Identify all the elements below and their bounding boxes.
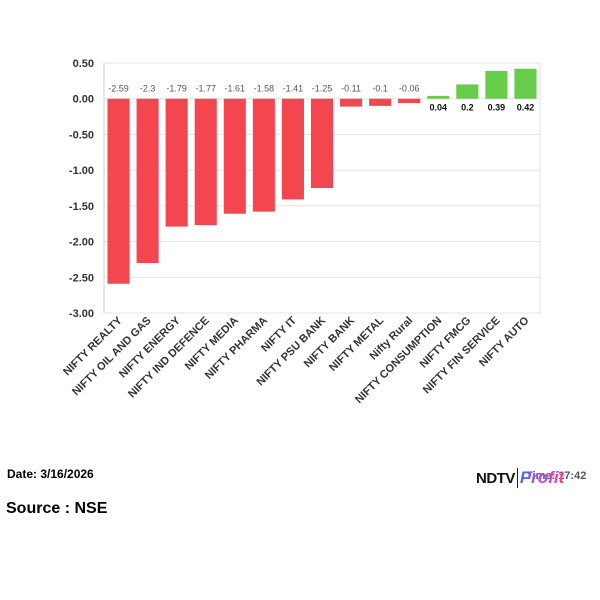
y-tick-label: 0.00 xyxy=(73,94,94,106)
bars xyxy=(107,68,537,284)
data-label: -1.41 xyxy=(283,84,304,94)
data-label: 0.2 xyxy=(461,103,474,113)
date-label: Date: 3/16/2026 xyxy=(7,467,94,481)
data-label: -1.77 xyxy=(195,84,216,94)
source-label: Source : NSE xyxy=(6,500,108,517)
data-label: -2.59 xyxy=(108,84,129,94)
ndtv-profit-logo: NDTV Profit xyxy=(476,467,564,489)
data-label: -1.25 xyxy=(312,84,333,94)
y-tick-label: -1.50 xyxy=(69,201,94,213)
bar xyxy=(514,68,537,99)
time-label: Time: 17:42 xyxy=(526,470,587,482)
bar xyxy=(223,98,246,214)
bar xyxy=(398,98,421,103)
bar xyxy=(252,98,275,212)
logo-ndtv-text: NDTV xyxy=(476,469,515,487)
data-label: 0.42 xyxy=(517,103,535,113)
data-label: -1.61 xyxy=(225,84,246,94)
y-tick-label: -2.00 xyxy=(69,237,94,249)
bar-chart: 0.50 0.00 -0.50 -1.00 -1.50 -2.00 -2.50 -3.00 -… xyxy=(61,58,541,406)
y-axis-ticks: 0.50 0.00 -0.50 -1.00 -1.50 -2.00 -2.50 -3.00 xyxy=(69,58,94,320)
y-tick-label: -2.50 xyxy=(69,272,94,284)
bar xyxy=(194,98,217,226)
y-tick-label: -1.00 xyxy=(69,165,94,177)
data-label: -1.58 xyxy=(254,84,275,94)
bar xyxy=(369,98,392,106)
y-tick-label: 0.50 xyxy=(73,58,94,70)
y-tick-label: -0.50 xyxy=(69,129,94,141)
y-tick-label: -3.00 xyxy=(69,308,94,320)
data-label: 0.39 xyxy=(488,103,506,113)
data-label: 0.04 xyxy=(430,103,448,113)
data-label: -0.1 xyxy=(372,84,388,94)
bar xyxy=(427,95,450,99)
bar xyxy=(485,70,508,99)
logo-profit-text: Profit xyxy=(519,468,565,487)
data-label: -1.79 xyxy=(166,84,187,94)
bar xyxy=(107,98,130,284)
bar xyxy=(340,98,363,107)
data-label: -0.11 xyxy=(341,84,361,94)
bar xyxy=(310,98,334,188)
bar xyxy=(456,84,479,99)
logo-divider xyxy=(516,468,518,488)
data-labels: -2.59 -2.3 -1.79 -1.77 -1.61 -1.58 -1.41 -1.25-… xyxy=(108,84,534,113)
bar xyxy=(281,98,304,200)
bar xyxy=(136,98,159,263)
data-label: -0.06 xyxy=(399,84,420,94)
data-label: -2.3 xyxy=(140,84,156,94)
bar xyxy=(165,98,188,227)
